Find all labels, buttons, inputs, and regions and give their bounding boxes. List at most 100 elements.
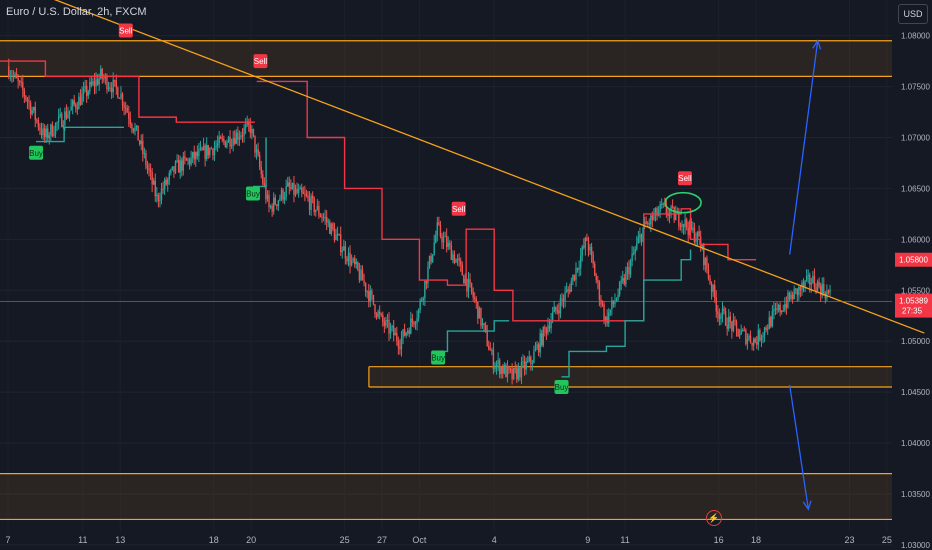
- candle-body: [650, 215, 652, 225]
- signals: Sell Sell Sell Sell Buy Buy Buy Buy: [29, 23, 692, 395]
- candle-body: [500, 367, 502, 374]
- candle-body: [17, 78, 19, 82]
- candle-body: [170, 169, 172, 173]
- candle-body: [36, 119, 38, 121]
- candle-body: [710, 283, 713, 292]
- candle-body: [137, 125, 139, 141]
- candle-body: [791, 294, 794, 300]
- candle-body: [340, 234, 342, 252]
- candle-body: [590, 247, 593, 255]
- candle-body: [754, 338, 756, 343]
- candle-body: [45, 128, 47, 138]
- candle-body: [740, 330, 742, 335]
- candle-body: [294, 189, 297, 195]
- candle-body: [191, 152, 194, 158]
- candle-body: [561, 298, 563, 300]
- candle-body: [37, 120, 40, 128]
- candle-body: [570, 281, 573, 292]
- candle-body: [396, 332, 398, 342]
- countdown-label: 27:35: [902, 307, 923, 316]
- candle-body: [115, 80, 118, 88]
- candle-body: [784, 304, 786, 311]
- candle-body: [746, 338, 749, 344]
- candle-body: [173, 166, 175, 173]
- candle-body: [781, 310, 783, 313]
- candle-body: [42, 128, 44, 136]
- candle-body: [829, 289, 831, 293]
- candle-body: [709, 278, 711, 284]
- candle-body: [774, 308, 777, 310]
- candle-body: [104, 76, 107, 79]
- date-tick-label: 9: [585, 535, 590, 545]
- candle-body: [15, 73, 18, 79]
- candle-body: [603, 304, 605, 321]
- candle-body: [707, 269, 710, 279]
- candle-body: [712, 285, 714, 292]
- candle-body: [313, 198, 315, 213]
- candle-body: [558, 310, 560, 314]
- candle-body: [92, 81, 94, 85]
- signal-buy-badge: [29, 145, 44, 160]
- candle-body: [224, 141, 227, 148]
- candle-body: [181, 160, 183, 171]
- candle-body: [745, 330, 747, 344]
- signal-buy-badge: [431, 350, 446, 365]
- candle-body: [547, 325, 549, 334]
- candle-body: [132, 128, 135, 132]
- candle-body: [305, 194, 308, 196]
- candle-body: [251, 128, 253, 133]
- date-tick-label: 16: [714, 535, 724, 545]
- candle-body: [445, 236, 448, 247]
- candle-body: [530, 356, 532, 364]
- candle-body: [193, 152, 195, 160]
- candle-body: [107, 87, 110, 90]
- candle-body: [640, 234, 643, 242]
- date-tick-label: 25: [340, 535, 350, 545]
- candle-body: [302, 192, 305, 194]
- candle-body: [693, 227, 696, 242]
- candle-body: [714, 285, 716, 298]
- candle-body: [528, 356, 530, 361]
- candle-body: [235, 132, 237, 144]
- candle-body: [140, 140, 142, 145]
- candle-body: [205, 145, 208, 159]
- zone: [0, 473, 892, 520]
- lightning-icon[interactable]: ⚡: [706, 510, 722, 526]
- candle-body: [632, 253, 635, 255]
- candle-body: [126, 108, 128, 113]
- candle-body: [232, 138, 234, 145]
- candle-body: [788, 292, 791, 300]
- candle-body: [358, 269, 361, 281]
- candle-body: [433, 242, 435, 255]
- candle-body: [704, 257, 707, 266]
- candle-body: [148, 168, 150, 171]
- candle-body: [805, 276, 808, 281]
- zone: [0, 40, 892, 77]
- candle-body: [153, 180, 155, 185]
- candle-body: [760, 337, 763, 341]
- candle-body: [201, 147, 203, 151]
- candle-body: [9, 76, 12, 78]
- signal-label: Sell: [254, 57, 268, 66]
- candle-body: [637, 237, 640, 244]
- candle-body: [455, 259, 457, 263]
- candle-body: [536, 344, 538, 349]
- candle-body: [625, 271, 627, 285]
- zones: [0, 40, 892, 521]
- candle-body: [819, 286, 822, 296]
- candle-body: [556, 310, 559, 312]
- date-tick-label: 27: [377, 535, 387, 545]
- candle-body: [620, 280, 622, 283]
- candle-body: [441, 236, 443, 243]
- candle-body: [391, 326, 393, 328]
- candle-body: [779, 304, 781, 313]
- candle-body: [287, 182, 289, 186]
- candle-body: [431, 254, 434, 262]
- marked-level-label: 1.05800: [899, 256, 928, 265]
- candle-body: [576, 267, 579, 270]
- currency-button[interactable]: USD: [898, 4, 928, 24]
- price-axis: 1.08000 1.07500 1.07000 1.06500 1.06000 1.055…: [895, 32, 932, 550]
- candle-body: [509, 368, 512, 370]
- candle-body: [59, 113, 61, 116]
